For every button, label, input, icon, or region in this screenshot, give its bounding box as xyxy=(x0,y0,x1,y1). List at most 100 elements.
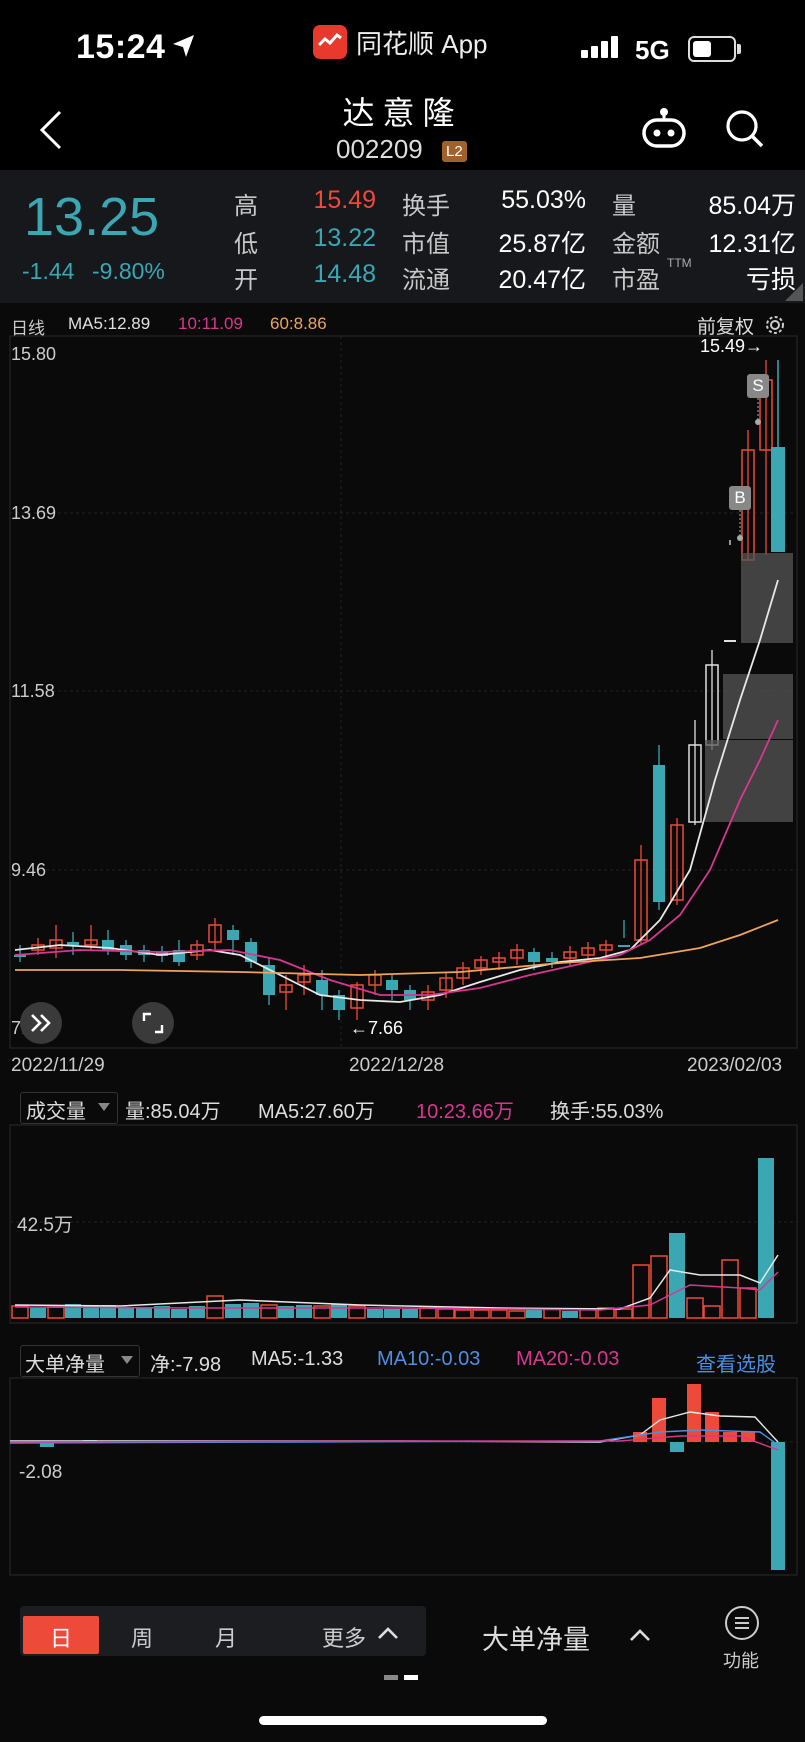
candle-body-down xyxy=(546,958,558,962)
candle-body-down xyxy=(245,942,257,962)
volume-value: 85.04万 xyxy=(708,192,796,220)
kline-chart[interactable] xyxy=(0,0,805,1593)
x-tick-3: 2023/02/03 xyxy=(687,1055,783,1076)
volume-bar-down xyxy=(154,1306,170,1318)
buy-marker[interactable]: B xyxy=(729,486,751,510)
amount-label: 金额 xyxy=(612,231,660,258)
volume-selector-label: 成交量 xyxy=(26,1101,86,1123)
candle-body-down xyxy=(102,940,114,950)
volume-bar-down xyxy=(331,1304,347,1318)
robot-assistant-icon[interactable] xyxy=(640,104,688,150)
candle-body-down xyxy=(618,945,630,947)
chevron-up-icon[interactable] xyxy=(629,1628,651,1642)
volume-bar-down xyxy=(278,1306,294,1318)
volume-indicator-selector[interactable] xyxy=(20,1092,118,1124)
candle-body-down xyxy=(227,930,239,940)
candle-body-up xyxy=(297,974,311,983)
netflow-ma20-line xyxy=(9,1435,779,1451)
y-tick-3: 11.58 xyxy=(11,681,55,701)
volume-bar-up xyxy=(543,1308,561,1319)
volume-bar-down xyxy=(526,1310,542,1318)
settings-gear-icon[interactable] xyxy=(764,314,786,336)
volume-bar-up xyxy=(348,1305,366,1319)
limit-block xyxy=(741,553,793,643)
netflow-bar xyxy=(40,1443,54,1447)
app-logo-icon xyxy=(313,25,347,59)
indicator-switch[interactable]: 大单净量 xyxy=(482,1625,590,1655)
netflow-value-text: 净:-7.98 xyxy=(150,1354,222,1376)
netflow-y-tick: -2.08 xyxy=(19,1462,63,1483)
dropdown-arrow-icon xyxy=(98,1103,110,1111)
candle-body-up xyxy=(563,951,577,959)
y-tick-4: 9.46 xyxy=(11,860,47,880)
kline-frame xyxy=(9,335,798,1049)
volume-bar-up xyxy=(260,1304,278,1319)
candle-body-down xyxy=(333,995,345,1010)
candle-body-up xyxy=(474,959,488,969)
netflow-selector-label: 大单净量 xyxy=(25,1354,105,1376)
location-arrow-icon xyxy=(173,35,194,57)
volume-bar-up xyxy=(597,1307,615,1319)
volume-bar-up xyxy=(615,1308,633,1319)
status-bar xyxy=(0,0,805,90)
low-value: 13.22 xyxy=(313,224,376,252)
tab-month[interactable]: 月 xyxy=(215,1626,238,1651)
low-price-marker: ←7.66 xyxy=(350,1018,404,1038)
pe-value: 亏损 xyxy=(745,266,796,294)
last-price: 13.25 xyxy=(24,187,160,247)
tab-day[interactable]: 日 xyxy=(50,1626,73,1651)
ma5-legend: MA5:12.89 xyxy=(68,314,151,333)
netflow-frame xyxy=(9,1377,798,1576)
netflow-bar xyxy=(633,1432,647,1442)
volume-bar-down xyxy=(30,1308,46,1318)
volume-ma5-line xyxy=(14,1254,779,1310)
netflow-ma20-text: MA20:-0.03 xyxy=(516,1348,620,1370)
candle-body-up xyxy=(84,939,98,946)
volume-bar-down xyxy=(171,1309,187,1318)
candle-body-up xyxy=(350,984,364,1009)
candle-body-down xyxy=(724,640,736,642)
volume-bar-up xyxy=(686,1297,704,1319)
function-label[interactable]: 功能 xyxy=(723,1651,759,1671)
volume-bar-up xyxy=(472,1309,490,1319)
view-stock-picks-link[interactable]: 查看选股 xyxy=(696,1354,776,1376)
corner-expand-icon[interactable] xyxy=(785,283,803,301)
volume-ma10-line xyxy=(14,1271,779,1311)
menu-circle-icon[interactable] xyxy=(724,1605,760,1641)
battery-level xyxy=(693,41,711,57)
period-label: 日线 xyxy=(11,319,45,338)
candle-body-down xyxy=(316,980,328,995)
turnover-label: 换手 xyxy=(402,193,450,220)
netflow-bar xyxy=(771,1442,785,1570)
volume-ma5-text: MA5:27.60万 xyxy=(258,1101,375,1123)
volume-bar-up xyxy=(419,1307,437,1319)
sell-marker[interactable]: S xyxy=(747,374,769,398)
netflow-indicator-selector[interactable] xyxy=(20,1345,140,1377)
volume-value-text: 量:85.04万 xyxy=(125,1101,221,1123)
pe-label: 市盈 xyxy=(612,267,660,294)
volume-bar-down xyxy=(189,1306,205,1318)
candle-body-up xyxy=(688,744,702,823)
search-icon[interactable] xyxy=(724,108,766,150)
netflow-ma5-text: MA5:-1.33 xyxy=(251,1348,344,1370)
volume-bar-down xyxy=(758,1158,774,1318)
candle-body-up xyxy=(439,977,453,991)
tab-week[interactable]: 周 xyxy=(131,1626,154,1651)
double-chevron-right-icon xyxy=(31,1014,51,1032)
float-value: 20.47亿 xyxy=(498,266,586,294)
adjust-selector[interactable]: 前复权 xyxy=(697,317,755,338)
tab-more[interactable]: 更多 xyxy=(322,1626,367,1651)
candle-body-down xyxy=(67,942,79,945)
volume-bar-down xyxy=(367,1309,383,1318)
volume-ma10-text: 10:23.66万 xyxy=(416,1101,514,1123)
back-icon[interactable] xyxy=(36,108,66,152)
candle-body-up xyxy=(599,944,613,951)
fullscreen-icon xyxy=(142,1012,164,1034)
fullscreen-button[interactable] xyxy=(132,1002,174,1044)
ma10-line xyxy=(14,719,779,996)
level2-badge[interactable]: L2 xyxy=(442,141,467,162)
page-dot xyxy=(384,1675,398,1680)
mktcap-label: 市值 xyxy=(402,231,450,258)
limit-block xyxy=(723,674,793,739)
turnover-value: 55.03% xyxy=(501,186,586,214)
